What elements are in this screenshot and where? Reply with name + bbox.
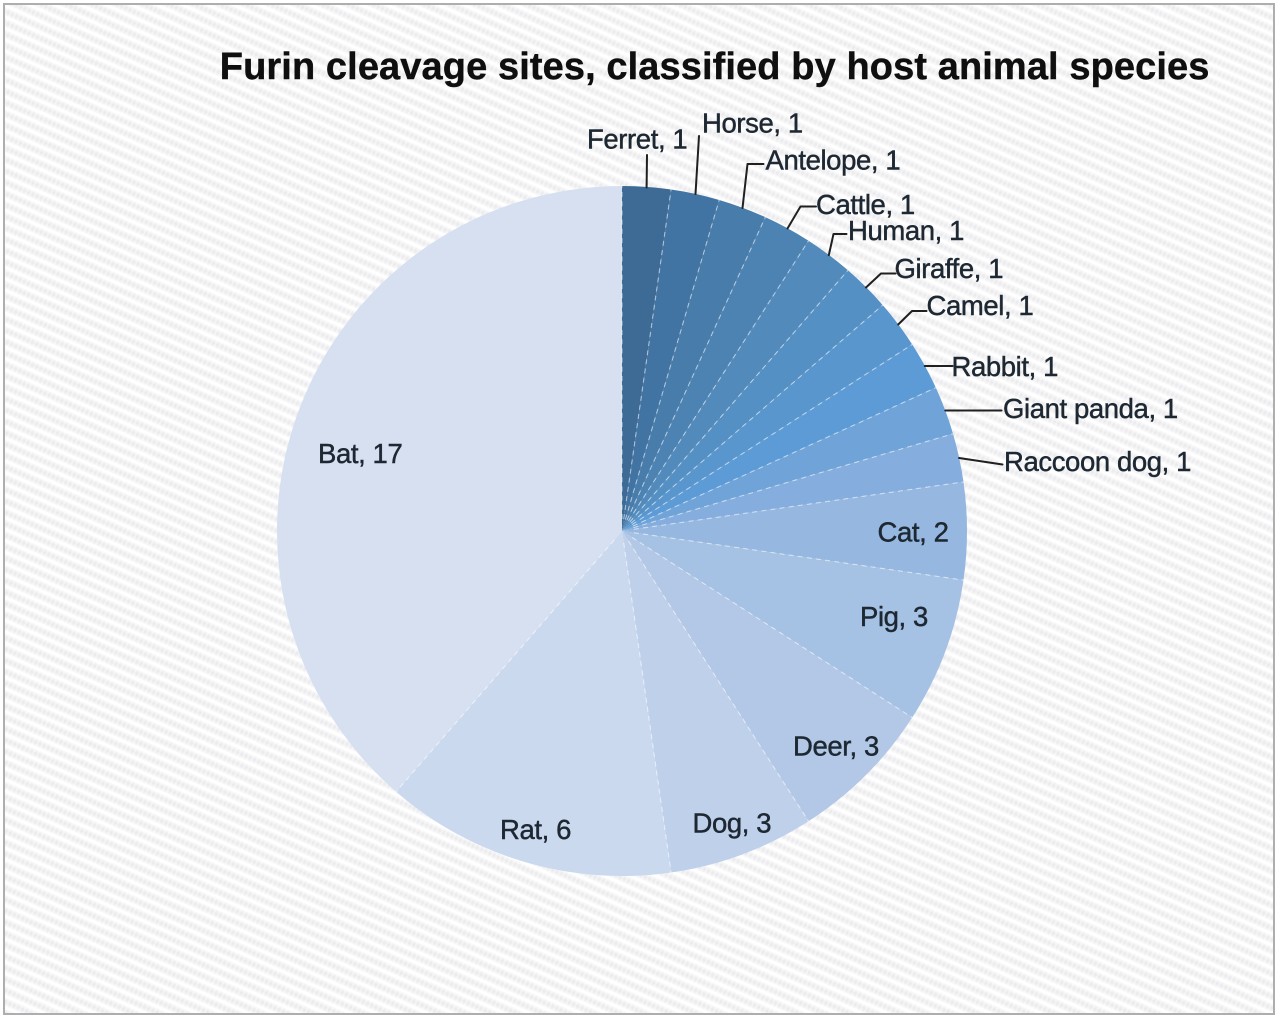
svg-text:Ferret, 1: Ferret, 1 <box>587 124 687 155</box>
svg-text:Deer, 3: Deer, 3 <box>793 731 879 762</box>
svg-text:Camel, 1: Camel, 1 <box>927 290 1034 321</box>
svg-text:Pig, 3: Pig, 3 <box>860 601 928 632</box>
svg-text:Rat, 6: Rat, 6 <box>500 814 571 845</box>
svg-text:Raccoon dog, 1: Raccoon dog, 1 <box>1004 446 1191 477</box>
svg-text:Cat, 2: Cat, 2 <box>878 517 949 548</box>
svg-text:Horse, 1: Horse, 1 <box>702 108 803 139</box>
svg-text:Antelope, 1: Antelope, 1 <box>766 144 901 175</box>
svg-text:Furin cleavage sites, classifi: Furin cleavage sites, classified by host… <box>220 46 1210 88</box>
svg-text:Dog, 3: Dog, 3 <box>693 808 772 839</box>
svg-text:Giraffe, 1: Giraffe, 1 <box>895 253 1004 284</box>
svg-text:Human, 1: Human, 1 <box>848 215 964 246</box>
svg-text:Giant panda, 1: Giant panda, 1 <box>1003 393 1178 424</box>
svg-text:Cattle, 1: Cattle, 1 <box>816 189 915 220</box>
svg-text:Rabbit, 1: Rabbit, 1 <box>952 351 1058 382</box>
svg-text:Bat, 17: Bat, 17 <box>318 438 402 469</box>
